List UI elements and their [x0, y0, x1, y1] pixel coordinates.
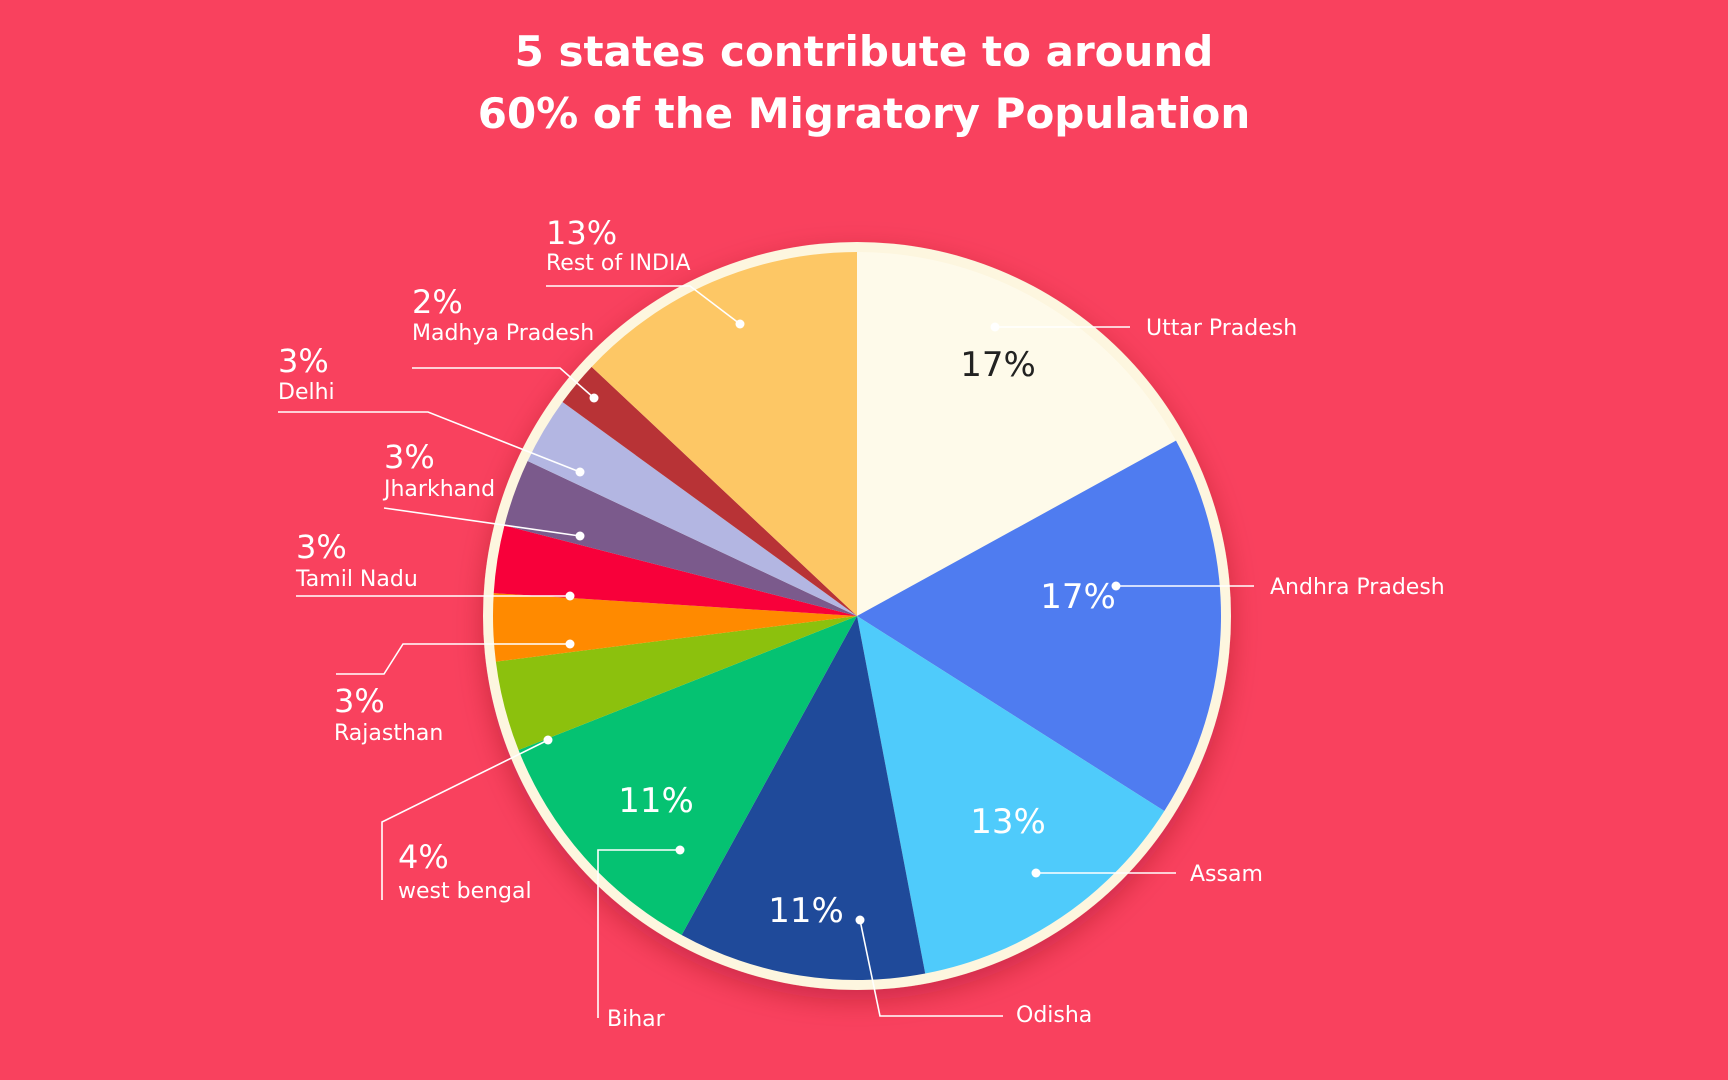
leader-line-bihar — [597, 849, 680, 1018]
slice-name-jharkhand: Jharkhand — [382, 477, 495, 502]
pie-slice-uttar-pradesh — [857, 252, 1176, 616]
leader-dot-odisha — [855, 915, 865, 925]
pie-slice-assam — [857, 616, 1165, 974]
pie-slice-andhra-pradesh — [857, 440, 1222, 812]
leader-dot-jharkhand — [575, 531, 585, 541]
leader-dot-rajasthan — [565, 639, 575, 649]
leader-dot-bihar — [675, 845, 685, 855]
slice-percent-delhi: 3% — [278, 342, 329, 380]
slice-name-uttar-pradesh: Uttar Pradesh — [1146, 316, 1297, 341]
slice-labels: 17% Uttar Pradesh 17% Andhra Pradesh 13% Assa… — [278, 214, 1445, 1032]
slice-name-madhya-pradesh: Madhya Pradesh — [412, 321, 594, 346]
leader-dot-assam — [1031, 868, 1041, 878]
slice-name-rest-of-india: Rest of INDIA — [546, 251, 691, 276]
leader-dot-rest-of-india — [735, 319, 745, 329]
pie-slice-delhi — [527, 402, 857, 616]
leader-dot-tamil-nadu — [565, 591, 575, 601]
chart-title-line-2: 60% of the Migratory Population — [478, 89, 1251, 138]
leader-dot-andhra-pradesh — [1111, 581, 1121, 591]
chart-title-line-1: 5 states contribute to around — [515, 27, 1214, 76]
slice-name-west-bengal: west bengal — [398, 879, 532, 904]
pie-slice-tamil-nadu — [493, 525, 857, 616]
pie-slice-rest-of-india — [591, 252, 857, 616]
leader-line-jharkhand — [383, 507, 581, 537]
pie-slice-odisha — [681, 616, 926, 980]
slice-percent-madhya-pradesh: 2% — [412, 283, 463, 321]
slice-percent-odisha: 11% — [768, 891, 844, 931]
slice-name-rajasthan: Rajasthan — [334, 721, 443, 746]
slice-percent-assam: 13% — [970, 802, 1046, 842]
slice-name-andhra-pradesh: Andhra Pradesh — [1270, 575, 1445, 600]
leader-dot-uttar-pradesh — [990, 322, 1000, 332]
slice-percent-west-bengal: 4% — [398, 838, 449, 876]
pie-slice-bihar — [518, 616, 857, 935]
pie-slice-madhya-pradesh — [562, 366, 857, 616]
leader-line-delhi — [278, 411, 581, 473]
slice-percent-rajasthan: 3% — [334, 682, 385, 720]
pie-slices — [493, 252, 1222, 980]
slice-percent-andhra-pradesh: 17% — [1040, 577, 1116, 617]
slice-name-assam: Assam — [1190, 862, 1263, 887]
leader-dot-madhya-pradesh — [589, 393, 599, 403]
slice-name-bihar: Bihar — [607, 1007, 666, 1032]
leader-line-rest-of-india — [546, 285, 741, 325]
slice-percent-rest-of-india: 13% — [546, 214, 617, 252]
slice-name-delhi: Delhi — [278, 380, 335, 405]
slice-percent-uttar-pradesh: 17% — [960, 345, 1036, 385]
leader-line-rajasthan — [336, 643, 570, 675]
leader-line-madhya-pradesh — [412, 367, 595, 399]
pie-slice-rajasthan — [493, 593, 857, 662]
leader-lines — [278, 285, 1254, 1018]
pie-slice-west-bengal — [495, 616, 857, 750]
leader-dot-west-bengal — [543, 735, 553, 745]
leader-dot-delhi — [575, 467, 585, 477]
slice-percent-jharkhand: 3% — [384, 438, 435, 476]
slice-percent-bihar: 11% — [618, 781, 694, 821]
slice-name-tamil-nadu: Tamil Nadu — [295, 567, 418, 592]
slice-name-odisha: Odisha — [1016, 1003, 1092, 1028]
leader-line-west-bengal — [381, 739, 549, 900]
slice-percent-tamil-nadu: 3% — [296, 528, 347, 566]
pie-slice-jharkhand — [504, 461, 857, 616]
leader-line-odisha — [859, 919, 1003, 1017]
